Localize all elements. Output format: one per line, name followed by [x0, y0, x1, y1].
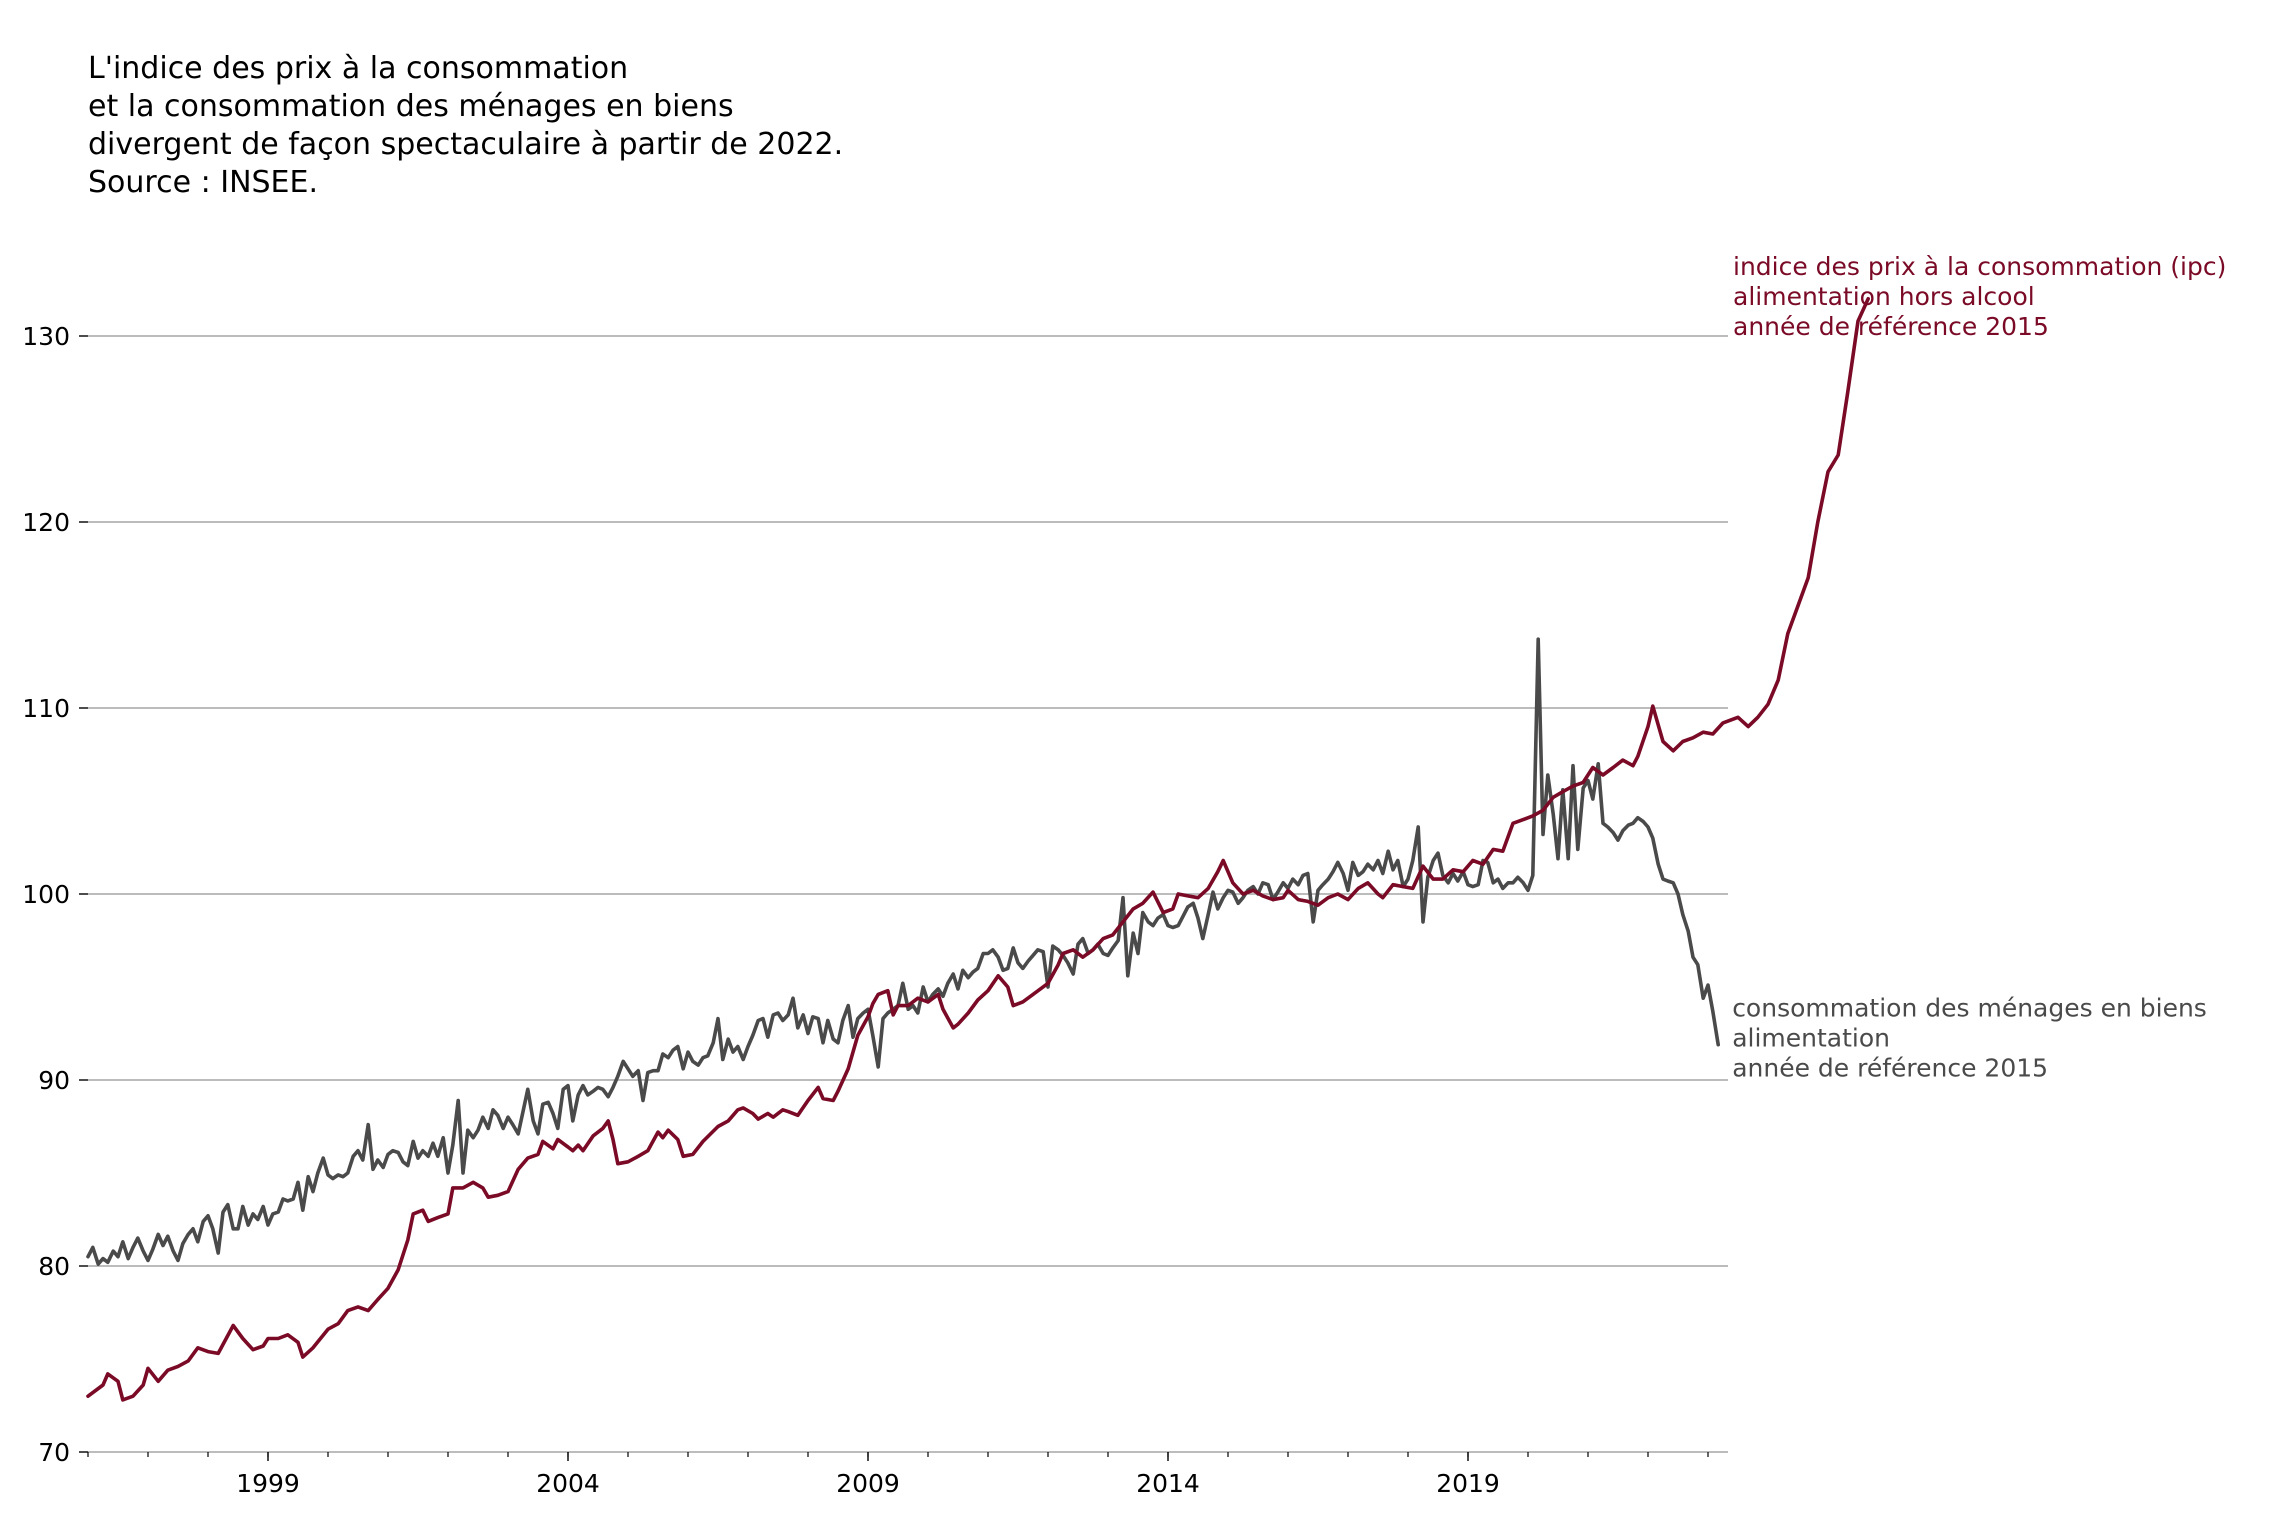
title-line-4: Source : INSEE.: [88, 165, 318, 200]
y-tick-label-110: 110: [22, 694, 70, 723]
chart-title: L'indice des prix à la consommation et l…: [88, 50, 843, 202]
series-line-consumption: [86, 637, 1720, 1266]
y-tick-label-120: 120: [22, 508, 70, 537]
series-label-consumption-line-2: alimentation: [1732, 1024, 1890, 1053]
series-label-consumption-line-3: année de référence 2015: [1732, 1054, 2048, 1083]
y-tick-label-100: 100: [22, 880, 70, 909]
y-tick-label-130: 130: [22, 322, 70, 351]
title-line-3: divergent de façon spectaculaire à parti…: [88, 127, 844, 162]
x-tick-label-1999: 1999: [236, 1469, 300, 1498]
x-tick-label-2004: 2004: [536, 1469, 600, 1498]
x-tick-label-2014: 2014: [1136, 1469, 1200, 1498]
title-line-1: L'indice des prix à la consommation: [88, 51, 629, 86]
title-line-2: et la consommation des ménages en biens: [88, 89, 734, 124]
x-tick-label-2019: 2019: [1436, 1469, 1500, 1498]
series-label-ipc-line-1: indice des prix à la consommation (ipc): [1733, 252, 2226, 281]
y-tick-label-70: 70: [38, 1438, 70, 1467]
series-line-ipc: [86, 297, 1870, 1402]
series-label-ipc-line-2: alimentation hors alcool: [1733, 282, 2035, 311]
series-label-consumption-line-1: consommation des ménages en biens: [1732, 994, 2207, 1023]
series-label-ipc-line-3: année de référence 2015: [1733, 312, 2049, 341]
y-tick-label-80: 80: [38, 1252, 70, 1281]
y-tick-label-90: 90: [38, 1066, 70, 1095]
x-tick-label-2009: 2009: [836, 1469, 900, 1498]
